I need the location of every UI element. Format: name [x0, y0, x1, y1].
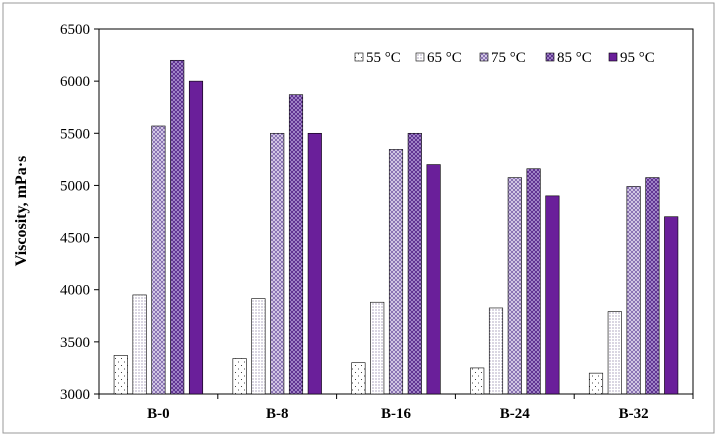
bar-B-8-65c: [251, 298, 266, 395]
x-axis: B-0 B-8 B-16 B-24 B-32: [98, 394, 694, 422]
legend-swatch: [415, 52, 425, 62]
x-tick-label: B-24: [500, 406, 531, 422]
y-tick-label: 5500: [60, 126, 90, 142]
y-tick-label: 6500: [60, 22, 90, 38]
legend-label: 85 °C: [557, 50, 592, 66]
x-tick-label: B-32: [619, 406, 649, 422]
bar-B-32-55c: [588, 372, 604, 395]
bar-B-0-85c: [170, 59, 185, 395]
bar-B-8-55c: [232, 358, 247, 395]
bar-B-16-65c: [370, 301, 385, 395]
x-tick-label: B-0: [147, 406, 170, 422]
bar-B-0-65c: [132, 294, 147, 395]
bar-B-8-95c: [307, 132, 322, 395]
legend-label: 65 °C: [427, 50, 462, 66]
bar-B-32-65c: [607, 311, 622, 395]
bar-B-24-75c: [507, 177, 522, 395]
y-tick-label: 3500: [60, 335, 90, 351]
bar-B-24-85c: [526, 168, 541, 395]
x-tick-label: B-8: [266, 406, 289, 422]
bar-B-16-95c: [426, 164, 441, 395]
bar-B-32-95c: [664, 216, 679, 395]
legend-label: 75 °C: [491, 50, 526, 66]
bar-B-8-75c: [270, 132, 285, 395]
bar-B-0-55c: [113, 355, 128, 395]
y-tick-label: 5000: [60, 178, 90, 194]
y-tick-label: 3000: [60, 387, 90, 403]
legend-label: 55 °C: [366, 50, 401, 66]
legend: 55 °C 65 °C 75 °C 85 °C 95 °C: [354, 50, 655, 66]
bar-B-24-55c: [470, 367, 485, 395]
y-axis: 3000 3500 4000 4500 5000 5500 6000 6500: [60, 22, 99, 403]
legend-swatch: [354, 52, 364, 62]
bar-B-16-55c: [351, 362, 366, 395]
y-tick-label: 6000: [60, 74, 90, 90]
chart-border: [2, 2, 715, 434]
bar-B-24-95c: [545, 195, 560, 395]
legend-swatch: [608, 52, 618, 62]
bar-B-16-85c: [407, 132, 422, 395]
bar-B-32-85c: [645, 177, 660, 395]
x-tick-label: B-16: [381, 406, 412, 422]
legend-swatch: [479, 52, 489, 62]
y-tick-label: 4500: [60, 231, 90, 247]
bar-B-0-95c: [188, 80, 204, 395]
bar-B-8-85c: [288, 94, 304, 395]
bar-series-group: [113, 59, 679, 395]
bar-B-0-75c: [151, 125, 166, 395]
legend-label: 95 °C: [620, 50, 655, 66]
bar-B-16-75c: [388, 149, 404, 395]
y-axis-label: Viscosity, mPa·s: [13, 156, 30, 267]
bar-B-24-65c: [488, 307, 504, 395]
y-tick-label: 4000: [60, 283, 90, 299]
legend-swatch: [545, 52, 555, 62]
bar-B-32-75c: [626, 186, 641, 395]
